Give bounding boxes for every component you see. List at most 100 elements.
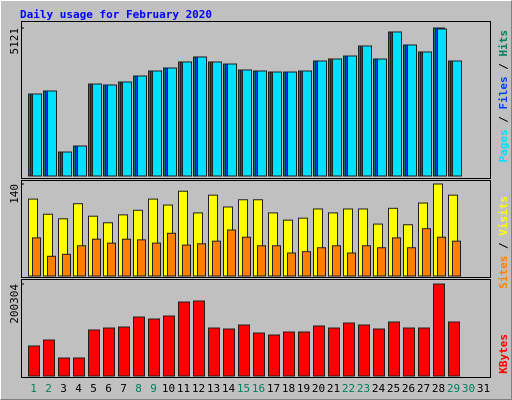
x-tick-label: 23 bbox=[357, 382, 370, 395]
bar bbox=[107, 242, 116, 277]
bar bbox=[347, 252, 356, 277]
bar bbox=[272, 245, 281, 277]
bar bbox=[32, 93, 42, 177]
x-tick-label: 5 bbox=[90, 382, 97, 395]
bar bbox=[253, 332, 265, 377]
y-tick-label: 5121 bbox=[8, 28, 21, 55]
bar bbox=[407, 44, 417, 177]
bar bbox=[332, 245, 341, 277]
bar bbox=[208, 327, 220, 377]
bar bbox=[287, 252, 296, 277]
x-tick-label: 22 bbox=[342, 382, 355, 395]
bar bbox=[448, 321, 460, 377]
x-tick-label: 11 bbox=[177, 382, 190, 395]
bar bbox=[422, 228, 431, 277]
x-tick-label: 13 bbox=[207, 382, 220, 395]
bar bbox=[392, 237, 401, 277]
bar bbox=[433, 283, 445, 377]
bar bbox=[32, 237, 41, 277]
bar bbox=[452, 60, 462, 177]
bar bbox=[88, 329, 100, 377]
bar bbox=[392, 31, 402, 177]
bar bbox=[283, 331, 295, 377]
x-tick-label: 18 bbox=[282, 382, 295, 395]
y-tick-label: 200304 bbox=[8, 284, 21, 324]
bar bbox=[197, 243, 206, 277]
x-tick-label: 30 bbox=[462, 382, 475, 395]
bar bbox=[92, 83, 102, 177]
bar bbox=[362, 245, 371, 277]
bar bbox=[257, 70, 267, 177]
legend-entry: KBytes bbox=[497, 334, 510, 374]
bar bbox=[422, 51, 432, 177]
x-tick-label: 26 bbox=[402, 382, 415, 395]
bar bbox=[73, 357, 85, 377]
legend-entry: Sites bbox=[497, 256, 510, 289]
panel-frame bbox=[21, 180, 491, 278]
bar bbox=[377, 58, 387, 177]
x-tick-label: 7 bbox=[120, 382, 127, 395]
bar bbox=[332, 58, 342, 177]
legend-separator: / bbox=[497, 236, 510, 256]
x-tick-label: 9 bbox=[150, 382, 157, 395]
bar bbox=[28, 345, 40, 377]
bar bbox=[163, 315, 175, 377]
bar bbox=[223, 328, 235, 377]
bar bbox=[437, 236, 446, 277]
bar bbox=[43, 339, 55, 377]
bar bbox=[418, 327, 430, 377]
legend: Sites / Visits bbox=[497, 196, 510, 289]
bar bbox=[193, 300, 205, 377]
x-tick-label: 28 bbox=[432, 382, 445, 395]
x-tick-label: 2 bbox=[45, 382, 52, 395]
bar bbox=[77, 145, 87, 177]
x-tick-label: 14 bbox=[222, 382, 236, 395]
bar bbox=[212, 61, 222, 177]
bar bbox=[178, 301, 190, 377]
legend-entry: Files bbox=[497, 76, 510, 109]
bar bbox=[362, 45, 372, 177]
bar bbox=[122, 81, 132, 177]
bar bbox=[137, 239, 146, 277]
bar bbox=[182, 61, 192, 177]
x-tick-label: 29 bbox=[447, 382, 460, 395]
x-tick-label: 8 bbox=[135, 382, 142, 395]
x-tick-label: 19 bbox=[297, 382, 310, 395]
bar bbox=[137, 75, 147, 177]
x-tick-label: 31 bbox=[477, 382, 490, 395]
x-tick-label: 4 bbox=[75, 382, 82, 395]
x-tick-label: 15 bbox=[237, 382, 250, 395]
bar bbox=[122, 238, 131, 277]
bar bbox=[58, 357, 70, 377]
legend-separator: / bbox=[497, 110, 510, 130]
bar bbox=[407, 247, 416, 277]
bar bbox=[313, 325, 325, 377]
bar bbox=[437, 28, 447, 177]
bar bbox=[133, 316, 145, 377]
legend: KBytes bbox=[497, 334, 510, 374]
x-tick-label: 6 bbox=[105, 382, 112, 395]
bar bbox=[47, 90, 57, 177]
bar bbox=[317, 247, 326, 277]
panel-frame bbox=[21, 279, 491, 378]
bar bbox=[388, 321, 400, 377]
bar bbox=[227, 229, 236, 277]
legend-entry: Visits bbox=[497, 196, 510, 236]
panel-frame bbox=[21, 21, 491, 179]
x-tick-label: 27 bbox=[417, 382, 430, 395]
bar bbox=[47, 255, 56, 277]
bar bbox=[62, 151, 72, 177]
bar bbox=[62, 253, 71, 277]
x-tick-label: 1 bbox=[30, 382, 37, 395]
x-tick-label: 24 bbox=[372, 382, 386, 395]
legend-entry: Pages bbox=[497, 129, 510, 162]
x-tick-label: 21 bbox=[327, 382, 340, 395]
x-tick-label: 17 bbox=[267, 382, 280, 395]
x-tick-label: 16 bbox=[252, 382, 265, 395]
y-tick-label: 140 bbox=[8, 184, 21, 204]
x-tick-label: 12 bbox=[192, 382, 205, 395]
bar bbox=[343, 322, 355, 377]
bar bbox=[302, 70, 312, 177]
bar bbox=[212, 240, 221, 277]
bar bbox=[287, 71, 297, 177]
